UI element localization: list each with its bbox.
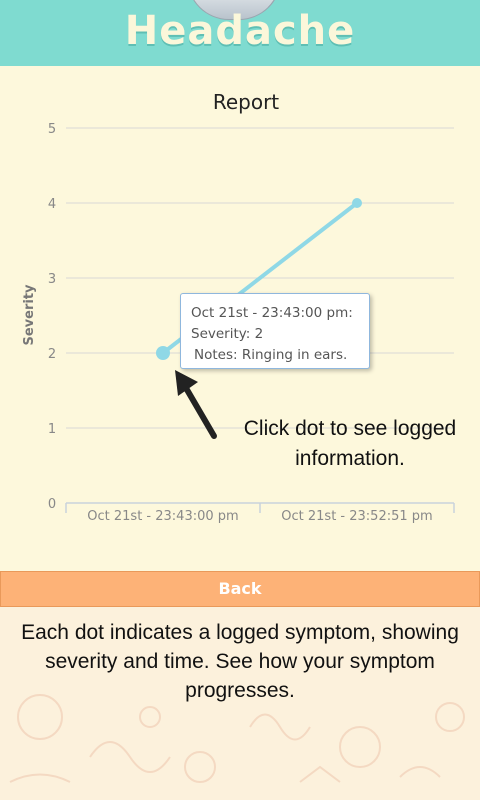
app-header: Headache	[0, 0, 480, 66]
x-tick-label: Oct 21st - 23:43:00 pm	[87, 509, 238, 524]
data-point[interactable]	[352, 198, 362, 208]
y-axis-label: Severity	[22, 284, 37, 346]
chart-title: Report	[212, 90, 280, 114]
doodle-pattern	[9, 694, 465, 783]
y-tick-label: 2	[48, 347, 56, 362]
tooltip-time: Oct 21st - 23:43:00 pm:	[191, 305, 353, 321]
y-tick-label: 1	[48, 422, 56, 437]
y-tick-label: 0	[48, 497, 56, 512]
footer-background	[0, 607, 480, 800]
pointer-arrow	[175, 370, 217, 439]
y-tick-label: 3	[48, 272, 56, 287]
y-tick-label: 4	[48, 197, 56, 212]
help-caption: Each dot indicates a logged symptom, sho…	[21, 621, 459, 702]
back-button[interactable]: Back	[0, 571, 480, 607]
tooltip-severity: Severity: 2	[191, 326, 264, 342]
tooltip-notes: Notes: Ringing in ears.	[194, 347, 348, 363]
click-dot-hint: Click dot to see logged information.	[243, 417, 457, 470]
x-tick-label: Oct 21st - 23:52:51 pm	[281, 509, 432, 524]
y-tick-label: 5	[48, 122, 56, 137]
data-point-tooltip: Oct 21st - 23:43:00 pm: Severity: 2 Note…	[180, 293, 370, 369]
data-point[interactable]	[156, 346, 170, 360]
app-title: Headache	[124, 8, 356, 54]
